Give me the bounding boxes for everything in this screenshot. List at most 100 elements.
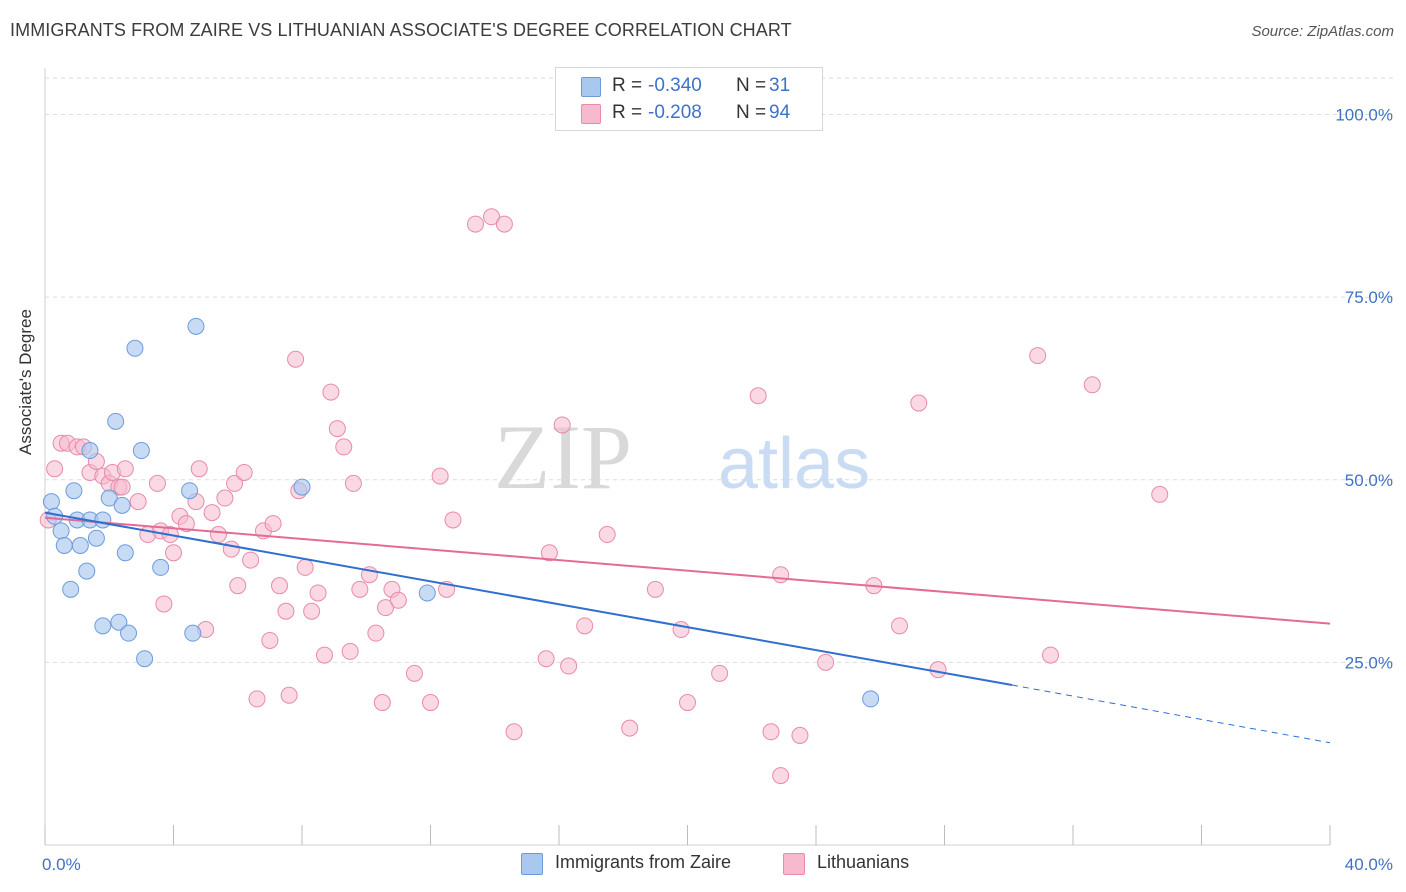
data-point-lithuanians (929, 661, 947, 679)
data-point-zaire (120, 624, 138, 642)
data-point-lithuanians (537, 650, 555, 668)
data-point-lithuanians (328, 420, 346, 438)
trend-line-zaire (44, 511, 1013, 687)
data-point-zaire (187, 317, 205, 335)
data-point-lithuanians (203, 504, 221, 522)
data-point-zaire (52, 522, 70, 540)
legend-r-label: R = (612, 102, 643, 123)
data-point-lithuanians (209, 526, 227, 544)
data-point-lithuanians (303, 602, 321, 620)
data-point-lithuanians (373, 694, 391, 712)
watermark-atlas: atlas (718, 424, 870, 504)
data-point-lithuanians (216, 489, 234, 507)
data-point-lithuanians (553, 416, 571, 434)
data-point-zaire (78, 562, 96, 580)
data-point-zaire (184, 624, 202, 642)
data-point-lithuanians (1151, 485, 1169, 503)
data-point-lithuanians (335, 438, 353, 456)
zaire-points (42, 317, 880, 708)
axes (44, 68, 1331, 846)
data-point-zaire (136, 650, 154, 668)
data-point-zaire (55, 537, 73, 555)
legend-r-value: -0.340 (648, 75, 702, 96)
data-point-lithuanians (271, 577, 289, 595)
data-point-lithuanians (762, 723, 780, 741)
data-point-zaire (100, 489, 118, 507)
data-point-lithuanians (1042, 646, 1060, 664)
data-point-zaire (42, 493, 60, 511)
data-point-zaire (94, 511, 112, 529)
data-point-zaire (126, 339, 144, 357)
legend-row-lithuanians: R = -0.208 N = 94 (556, 100, 822, 126)
data-point-lithuanians (466, 215, 484, 233)
data-point-lithuanians (422, 694, 439, 712)
trend-line-zaire-extrapolated (1011, 684, 1331, 744)
data-point-lithuanians (248, 690, 266, 708)
data-point-lithuanians (113, 478, 131, 496)
data-point-lithuanians (377, 599, 395, 617)
data-point-zaire (94, 617, 112, 635)
data-point-lithuanians (431, 467, 449, 485)
chart-title: IMMIGRANTS FROM ZAIRE VS LITHUANIAN ASSO… (10, 20, 792, 40)
data-point-lithuanians (235, 463, 253, 481)
data-point-lithuanians (389, 591, 407, 609)
data-point-lithuanians (646, 580, 664, 598)
data-point-lithuanians (672, 621, 690, 639)
data-point-lithuanians (749, 387, 767, 405)
data-point-lithuanians (46, 460, 64, 478)
data-point-lithuanians (315, 646, 333, 664)
data-point-zaire (862, 690, 880, 708)
data-point-lithuanians (155, 595, 173, 613)
data-point-lithuanians (772, 566, 790, 584)
data-point-zaire (113, 496, 131, 514)
legend-n-label: N = (736, 75, 767, 96)
bottom-legend-label-zaire: Immigrants from Zaire (555, 852, 732, 872)
data-point-lithuanians (444, 511, 462, 529)
data-point-zaire (107, 412, 125, 430)
grid-lines (45, 77, 1395, 663)
y-tick-label: 25.0% (1345, 653, 1393, 672)
data-point-zaire (81, 442, 99, 460)
x-tick-label: 40.0% (1345, 855, 1393, 874)
bottom-legend-swatch-zaire (521, 853, 543, 875)
y-tick-label: 50.0% (1345, 471, 1393, 490)
data-point-lithuanians (505, 723, 523, 741)
data-point-zaire (110, 613, 128, 631)
data-point-lithuanians (341, 642, 359, 660)
bottom-legend-swatch-lithuanians (783, 853, 805, 875)
data-point-lithuanians (129, 493, 147, 511)
data-point-zaire (62, 580, 80, 598)
legend-n-value: 31 (769, 75, 791, 96)
data-point-lithuanians (296, 558, 314, 576)
data-point-zaire (293, 478, 311, 496)
x-tick-label: 0.0% (42, 855, 81, 874)
data-point-lithuanians (277, 602, 295, 620)
data-point-lithuanians (322, 383, 340, 401)
data-point-lithuanians (405, 664, 423, 682)
data-point-lithuanians (1029, 347, 1047, 365)
data-point-lithuanians (264, 515, 282, 533)
data-point-lithuanians (229, 577, 247, 595)
data-point-lithuanians (280, 686, 298, 704)
data-point-lithuanians (483, 208, 501, 226)
data-point-lithuanians (165, 544, 182, 562)
data-point-lithuanians (598, 526, 616, 544)
data-point-zaire (65, 482, 83, 500)
trend-line-lithuanians (44, 516, 1331, 625)
y-axis-label: Associate's Degree (16, 309, 35, 455)
data-point-lithuanians (242, 551, 260, 569)
watermark: ZIP atlas (494, 406, 870, 508)
data-point-zaire (132, 442, 150, 460)
data-point-lithuanians (344, 474, 362, 492)
data-point-lithuanians (495, 215, 513, 233)
data-point-lithuanians (772, 767, 790, 785)
legend-n-label: N = (736, 102, 767, 123)
data-point-zaire (181, 482, 199, 500)
legend-r-value: -0.208 (648, 102, 702, 123)
y-tick-label: 100.0% (1335, 106, 1393, 125)
data-point-lithuanians (576, 617, 594, 635)
data-point-lithuanians (287, 350, 305, 368)
data-point-lithuanians (177, 515, 195, 533)
data-point-lithuanians (540, 544, 558, 562)
